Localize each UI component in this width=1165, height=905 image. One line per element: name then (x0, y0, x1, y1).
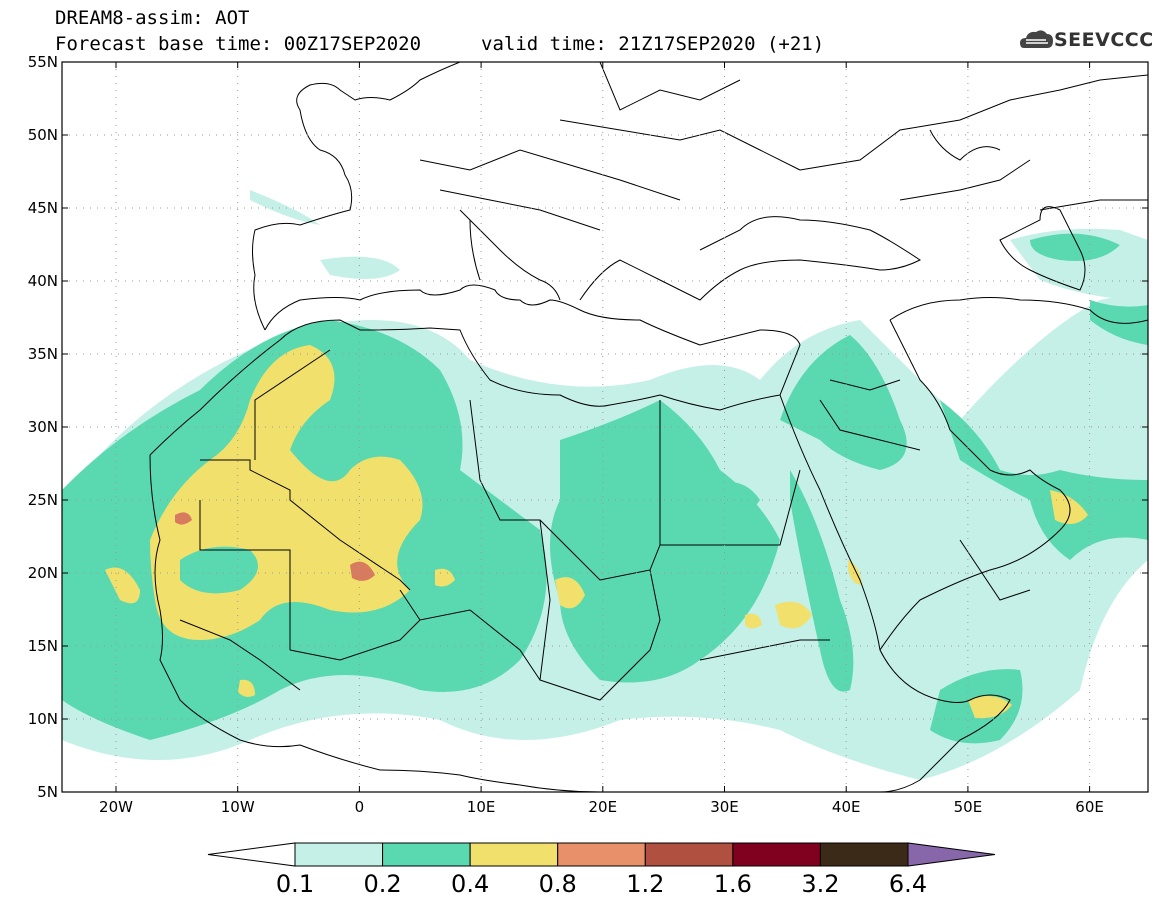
lat-label-40N: 40N (28, 272, 58, 290)
colorbar-label: 1.2 (626, 870, 665, 898)
lat-label-25N: 25N (28, 491, 58, 509)
plot-title: DREAM8-assim: AOT (55, 7, 250, 29)
colorbar-box (469, 842, 559, 867)
colorbar-label: 0.1 (275, 870, 315, 898)
lon-label-30E: 30E (710, 798, 739, 816)
colorbar-label: 6.4 (888, 870, 928, 898)
colorbar-label: 0.2 (363, 870, 402, 898)
lat-label-55N: 55N (28, 53, 58, 71)
lat-label-50N: 50N (28, 126, 58, 144)
colorbar-label: 3.2 (801, 870, 840, 898)
colorbar-box (819, 842, 909, 867)
colorbar-min-arrow (207, 842, 296, 867)
lon-label-10W: 10W (221, 798, 255, 816)
colorbar (207, 842, 996, 867)
lat-label-5N: 5N (37, 783, 58, 801)
lat-label-20N: 20N (28, 564, 58, 582)
logo-text: SEEVCCC (1054, 29, 1154, 51)
latitude-ticks: 55N 50N 45N 40N 35N 30N 25N 20N 15N 10N 5N (28, 53, 1148, 801)
lat-label-15N: 15N (28, 637, 58, 655)
colorbar-box (644, 842, 734, 867)
grid-lines (62, 62, 1148, 792)
lat-label-30N: 30N (28, 418, 58, 436)
colorbar-box (732, 842, 821, 867)
colorbar-box (382, 842, 471, 867)
colorbar-label: 0.4 (451, 870, 490, 898)
longitude-ticks: 20W 10W 0 10E 20E 30E 40E 50E 60E (99, 62, 1104, 816)
lon-label-20W: 20W (99, 798, 133, 816)
lon-label-40E: 40E (832, 798, 861, 816)
colorbar-label: 0.8 (538, 870, 577, 898)
colorbar-box (557, 842, 646, 867)
lon-label-20E: 20E (589, 798, 618, 816)
lat-label-45N: 45N (28, 199, 58, 217)
cloud-logo-icon (1020, 30, 1053, 48)
colorbar-box (294, 842, 384, 867)
lon-label-0: 0 (355, 798, 365, 816)
colorbar-max-arrow (907, 842, 996, 867)
lon-label-60E: 60E (1075, 798, 1104, 816)
valid-time-label: valid time: 21Z17SEP2020 (+21) (481, 33, 825, 55)
lon-label-10E: 10E (467, 798, 496, 816)
colorbar-label: 1.6 (713, 870, 752, 898)
aot-level-0-8 (175, 512, 375, 581)
lat-label-35N: 35N (28, 345, 58, 363)
lon-label-50E: 50E (954, 798, 983, 816)
aot-field (62, 190, 1148, 780)
base-time-label: Forecast base time: 00Z17SEP2020 (55, 33, 422, 55)
lat-label-10N: 10N (28, 710, 58, 728)
